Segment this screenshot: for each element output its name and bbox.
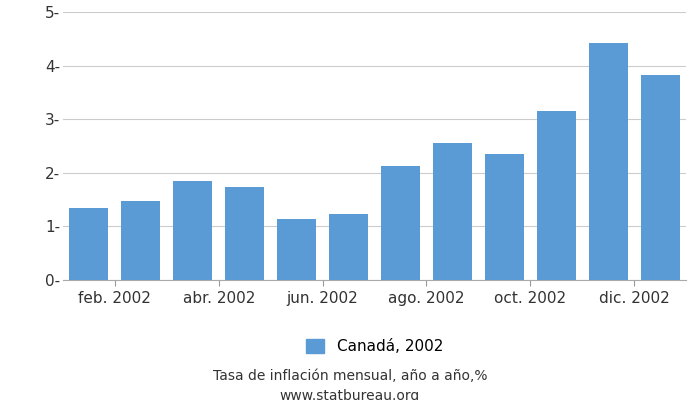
Text: www.statbureau.org: www.statbureau.org	[280, 389, 420, 400]
Bar	[174, 181, 212, 280]
Bar	[225, 187, 264, 280]
Bar	[433, 143, 472, 280]
Bar	[329, 214, 368, 280]
Bar	[640, 75, 680, 280]
Bar	[485, 154, 524, 280]
Bar	[121, 201, 160, 280]
Bar	[277, 220, 316, 280]
Bar	[537, 111, 575, 280]
Bar	[69, 208, 108, 280]
Legend: Canadá, 2002: Canadá, 2002	[300, 333, 449, 360]
Bar	[589, 42, 628, 280]
Text: Tasa de inflación mensual, año a año,%: Tasa de inflación mensual, año a año,%	[213, 369, 487, 383]
Bar	[381, 166, 420, 280]
